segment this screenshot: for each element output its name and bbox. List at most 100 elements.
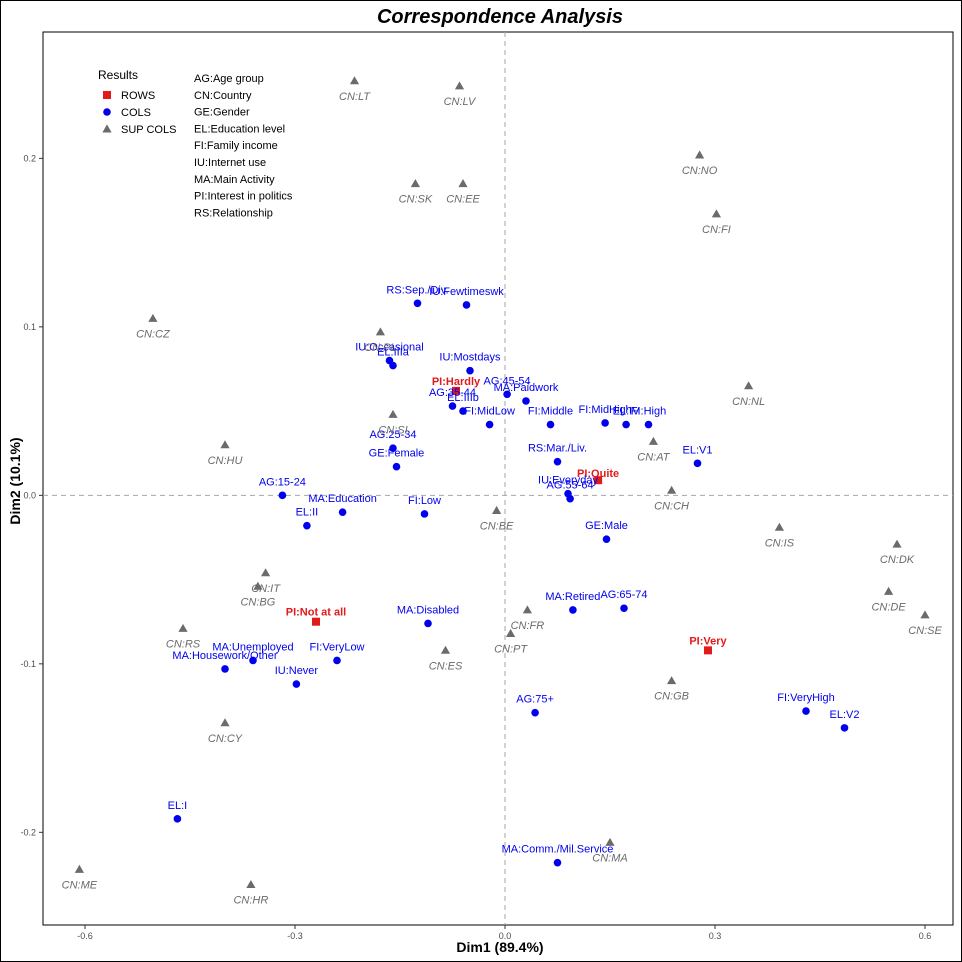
- point-fi-midhigh: [601, 419, 609, 427]
- point-label-cn-lt: CN:LT: [339, 91, 371, 103]
- point-fi-midlow: [485, 420, 494, 429]
- point-ma-unemployed: [249, 656, 257, 665]
- point-label-el-iiia: EL:IIIa: [377, 347, 410, 359]
- point-ag-75: [531, 708, 539, 717]
- point-ma-retired: [569, 606, 577, 614]
- point-ma-housework-other: [221, 665, 229, 673]
- point-pi-quite: [594, 476, 603, 485]
- point-rs-mar-liv: [553, 457, 562, 466]
- point-cn-es: [440, 645, 451, 654]
- point-cn-fr: [522, 605, 532, 614]
- point-label-cn-it: CN:IT: [251, 583, 281, 595]
- point-label-el-iiib: EL:IIIb: [447, 392, 479, 404]
- point-fi-high: [644, 420, 653, 429]
- point-cn-cz: [148, 313, 158, 322]
- point-label-ag-15-24: AG:15-24: [259, 476, 306, 488]
- x-axis-title: Dim1 (89.4%): [456, 939, 543, 955]
- abbreviation-5: IU:Internet use: [194, 157, 266, 169]
- point-cn-sk: [410, 179, 420, 188]
- point-label-cn-de: CN:DE: [871, 601, 906, 613]
- point-label-cn-lv: CN:LV: [444, 96, 477, 108]
- abbreviation-4: FI:Family income: [194, 140, 278, 152]
- point-label-cn-gb: CN:GB: [654, 691, 689, 703]
- point-label-cn-fr: CN:FR: [511, 620, 545, 632]
- point-label-cn-sk: CN:SK: [399, 194, 433, 206]
- point-iu-mostdays: [466, 366, 474, 375]
- point-fi-low: [420, 510, 429, 518]
- point-label-cn-nl: CN:NL: [732, 396, 765, 408]
- point-label-pi-hardly: PI:Hardly: [432, 376, 481, 388]
- point-cn-hu: [220, 440, 230, 449]
- point-ma-comm-mil-service: [553, 858, 562, 867]
- point-ma-disabled: [424, 619, 432, 628]
- abbreviation-6: MA:Main Activity: [194, 174, 275, 186]
- point-label-cn-ma: CN:MA: [592, 852, 627, 864]
- y-axis-title: Dim2 (10.1%): [7, 437, 23, 524]
- point-cn-gb: [667, 676, 677, 685]
- point-cn-me: [74, 864, 84, 873]
- point-label-cn-se: CN:SE: [908, 625, 942, 637]
- point-cn-it: [261, 568, 271, 577]
- legend-entry-sup-cols: SUP COLS: [121, 124, 176, 136]
- point-el-iiia: [389, 361, 397, 370]
- point-label-fi-middle: FI:Middle: [528, 406, 573, 418]
- legend-entry-rows: ROWS: [121, 90, 155, 102]
- point-label-cn-cy: CN:CY: [208, 733, 243, 745]
- point-label-fi-midlow: FI:MidLow: [464, 406, 515, 418]
- y-tick-label: -0.2: [20, 827, 36, 837]
- abbreviation-1: CN:Country: [194, 90, 252, 102]
- point-cn-ma: [605, 837, 615, 846]
- point-label-ge-male: GE:Male: [585, 520, 628, 532]
- point-label-ag-45-54: AG:45-54: [484, 375, 531, 387]
- point-label-cn-me: CN:ME: [62, 879, 98, 891]
- point-cn-lt: [349, 76, 360, 85]
- y-tick-label: -0.1: [20, 659, 36, 669]
- point-ag-65-74: [620, 604, 628, 613]
- point-cn-no: [695, 150, 705, 159]
- abbreviation-7: PI:Interest in politics: [194, 191, 293, 203]
- point-label-el-v1: EL:V1: [683, 444, 713, 456]
- point-label-el-iv: EL:IV: [613, 406, 641, 418]
- point-label-rs-sep-div: RS:Sep./Div.: [386, 284, 448, 296]
- point-cn-si: [388, 409, 398, 418]
- point-label-ma-paidwork: MA:Paidwork: [494, 382, 559, 394]
- point-label-ma-disabled: MA:Disabled: [397, 604, 459, 616]
- y-tick-label: 0.1: [23, 322, 36, 332]
- point-label-pi-quite: PI:Quite: [577, 468, 619, 480]
- point-el-ii: [303, 521, 311, 530]
- abbreviation-3: EL:Education level: [194, 123, 285, 135]
- point-cn-pt: [506, 628, 516, 637]
- abbreviation-0: AG:Age group: [194, 73, 264, 85]
- point-fi-verylow: [333, 656, 341, 665]
- point-el-iv: [622, 420, 630, 429]
- point-label-iu-occasional: IU:Occasional: [355, 342, 423, 354]
- y-tick-label: 0.2: [23, 153, 36, 163]
- point-label-pi-not-at-all: PI:Not at all: [286, 607, 347, 619]
- point-label-ag-65-74: AG:65-74: [600, 589, 647, 601]
- point-iu-fewtimeswk: [462, 301, 471, 309]
- point-label-ma-comm-mil-service: MA:Comm./Mil.Service: [502, 844, 614, 856]
- point-label-cn-rs: CN:RS: [166, 638, 201, 650]
- point-label-ge-female: GE:Female: [369, 448, 425, 460]
- point-label-fi-veryhigh: FI:VeryHigh: [777, 692, 834, 704]
- point-el-iiib: [459, 407, 467, 415]
- point-ag-15-24: [278, 491, 287, 500]
- legend-key-rows: [103, 91, 111, 99]
- point-ma-education: [338, 508, 347, 516]
- point-label-ag-25-34: AG:25-34: [369, 429, 416, 441]
- abbreviation-2: GE:Gender: [194, 107, 250, 119]
- x-tick-label: 0.6: [919, 931, 932, 941]
- point-ge-male: [602, 535, 611, 543]
- point-el-v1: [693, 459, 702, 468]
- point-label-cn-fi: CN:FI: [702, 224, 731, 236]
- point-label-fi-low: FI:Low: [408, 495, 441, 507]
- point-label-cn-hu: CN:HU: [208, 455, 243, 467]
- point-el-i: [173, 815, 182, 823]
- point-cn-ee: [458, 179, 468, 188]
- point-label-iu-everyday: IU:Everyday: [538, 475, 598, 487]
- point-label-el-v2: EL:V2: [830, 709, 860, 721]
- point-cn-se: [920, 610, 930, 619]
- point-pi-hardly: [452, 386, 460, 395]
- x-tick-label: 0.0: [499, 931, 512, 941]
- point-cn-bg: [253, 581, 263, 590]
